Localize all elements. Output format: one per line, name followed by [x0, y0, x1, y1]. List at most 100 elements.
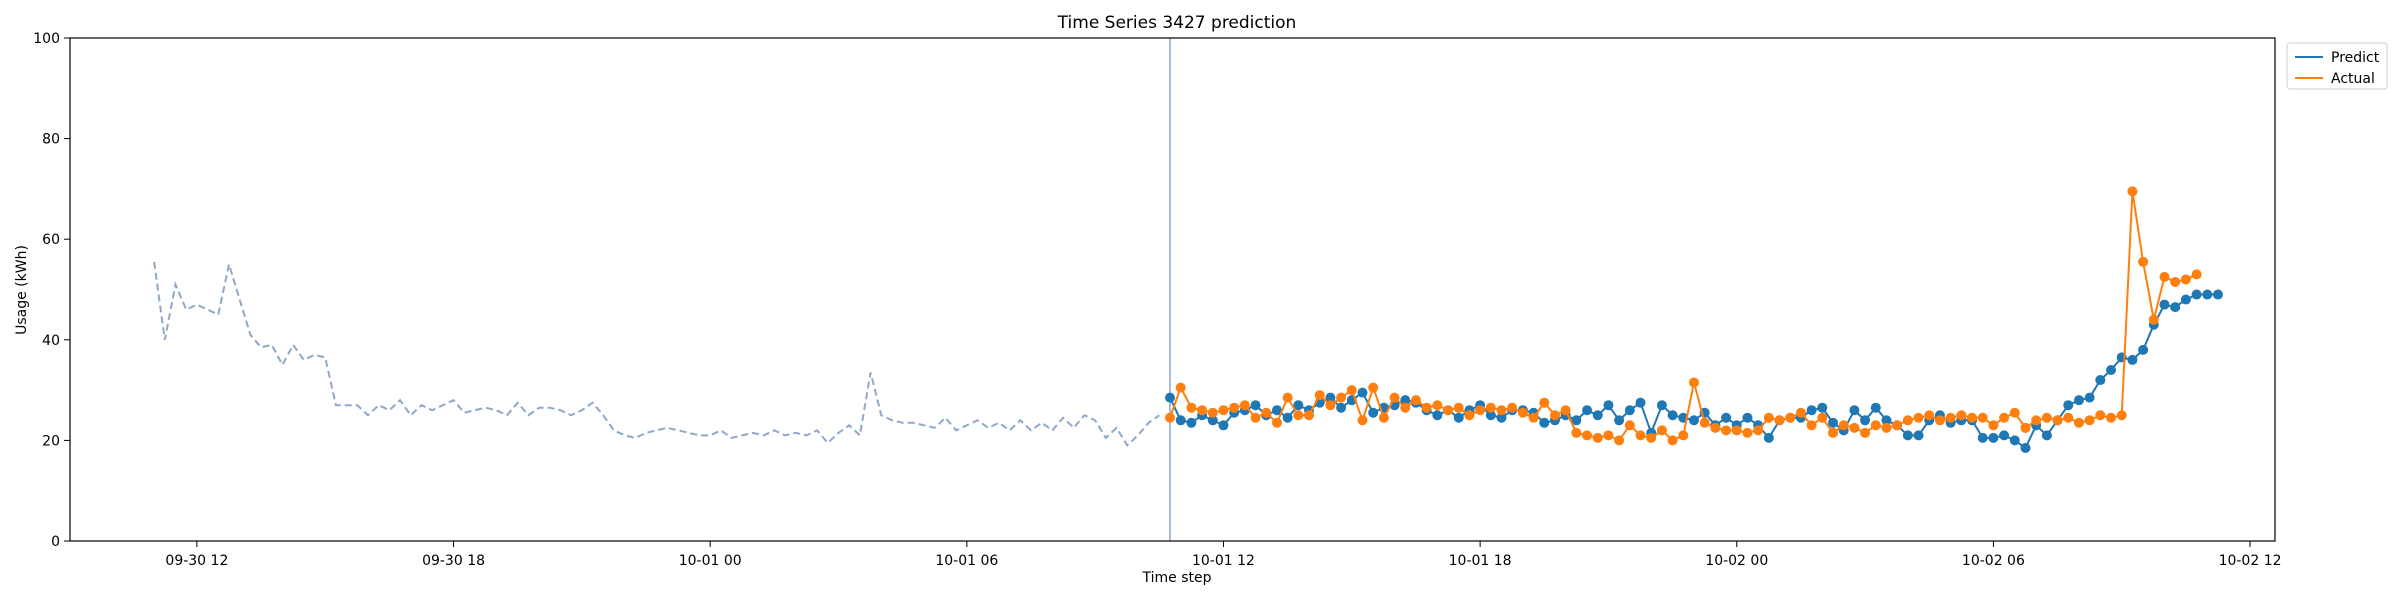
- actual-point: [1902, 415, 1913, 426]
- actual-point: [1571, 427, 1582, 438]
- actual-point: [1710, 422, 1721, 433]
- actual-point: [1838, 420, 1849, 431]
- predict-point: [1571, 415, 1582, 426]
- x-tick-label: 10-01 12: [1192, 553, 1255, 569]
- predict-point: [1207, 415, 1218, 426]
- predict-point: [1582, 405, 1593, 416]
- actual-point: [2084, 415, 2095, 426]
- actual-point: [1197, 405, 1208, 416]
- predict-point: [2106, 364, 2117, 375]
- actual-point: [1539, 397, 1550, 408]
- actual-point: [2180, 274, 2191, 285]
- actual-point: [1496, 405, 1507, 416]
- actual-point: [1250, 412, 1261, 423]
- predict-point: [1828, 417, 1839, 428]
- predict-series: [1165, 289, 2223, 453]
- predict-point: [1218, 420, 1229, 431]
- actual-point: [2191, 269, 2202, 280]
- actual-point: [1517, 407, 1528, 418]
- actual-point: [1892, 420, 1903, 431]
- actual-point: [1870, 420, 1881, 431]
- actual-point: [1828, 427, 1839, 438]
- predict-point: [2159, 299, 2170, 310]
- predict-point: [1357, 387, 1368, 398]
- actual-point: [2031, 415, 2042, 426]
- actual-point: [1603, 430, 1614, 441]
- actual-point: [1464, 410, 1475, 421]
- actual-point: [1999, 412, 2010, 423]
- actual-point: [2063, 412, 2074, 423]
- predict-point: [1603, 400, 1614, 411]
- plot-area: [153, 38, 2223, 541]
- predict-point: [2009, 435, 2020, 446]
- actual-point: [1849, 422, 1860, 433]
- x-tick-label: 09-30 12: [165, 553, 228, 569]
- predict-point: [1293, 400, 1304, 411]
- y-tick-label: 100: [33, 31, 60, 47]
- actual-point: [1646, 432, 1657, 443]
- actual-point: [1913, 412, 1924, 423]
- actual-point: [1977, 412, 1988, 423]
- actual-point: [1410, 395, 1421, 406]
- actual-point: [1432, 400, 1443, 411]
- x-tick-label: 10-01 06: [935, 553, 998, 569]
- x-axis-title: Time step: [1142, 570, 1212, 586]
- predict-point: [1817, 402, 1828, 413]
- actual-series: [1165, 186, 2202, 446]
- predict-point: [1721, 412, 1732, 423]
- plot-frame: [69, 37, 2276, 542]
- predict-point: [1913, 430, 1924, 441]
- actual-point: [1945, 412, 1956, 423]
- actual-point: [1261, 407, 1272, 418]
- actual-point: [2116, 410, 2127, 421]
- actual-point: [1239, 400, 1250, 411]
- x-tick-label: 10-02 00: [1705, 553, 1768, 569]
- predict-point: [2041, 430, 2052, 441]
- predict-point: [1902, 430, 1913, 441]
- actual-point: [1592, 432, 1603, 443]
- history-line: [153, 261, 1160, 448]
- predict-point: [1485, 410, 1496, 421]
- x-tick-label: 10-02 06: [1962, 553, 2025, 569]
- actual-point: [1400, 402, 1411, 413]
- predict-point: [1624, 405, 1635, 416]
- predict-point: [1368, 407, 1379, 418]
- actual-point: [2148, 314, 2159, 325]
- y-tick-label: 40: [42, 333, 60, 349]
- y-tick-label: 20: [42, 433, 60, 449]
- actual-point: [1293, 410, 1304, 421]
- actual-point: [1421, 402, 1432, 413]
- predict-point: [1849, 405, 1860, 416]
- predict-point: [1453, 412, 1464, 423]
- actual-point: [2073, 417, 2084, 428]
- legend-label-predict: Predict: [2331, 50, 2380, 66]
- actual-point: [1475, 405, 1486, 416]
- actual-point: [1699, 417, 1710, 428]
- actual-point: [1635, 430, 1646, 441]
- actual-point: [1304, 410, 1315, 421]
- actual-point: [1860, 427, 1871, 438]
- actual-point: [1378, 412, 1389, 423]
- predict-point: [2063, 400, 2074, 411]
- actual-point: [1774, 415, 1785, 426]
- predict-point: [1742, 412, 1753, 423]
- predict-point: [1870, 402, 1881, 413]
- predict-point: [1860, 415, 1871, 426]
- actual-point: [1967, 412, 1978, 423]
- actual-point: [2009, 407, 2020, 418]
- actual-point: [2052, 415, 2063, 426]
- predict-point: [1271, 405, 1282, 416]
- predict-point: [2095, 375, 2106, 386]
- predict-point: [2073, 395, 2084, 406]
- actual-point: [1443, 405, 1454, 416]
- predict-point: [1400, 395, 1411, 406]
- actual-point: [2127, 186, 2138, 197]
- legend-label-actual: Actual: [2331, 71, 2375, 87]
- predict-point: [1806, 405, 1817, 416]
- x-tick-label: 09-30 18: [422, 553, 485, 569]
- predict-point: [1881, 415, 1892, 426]
- predict-point: [1282, 412, 1293, 423]
- actual-point: [1186, 402, 1197, 413]
- actual-point: [1881, 422, 1892, 433]
